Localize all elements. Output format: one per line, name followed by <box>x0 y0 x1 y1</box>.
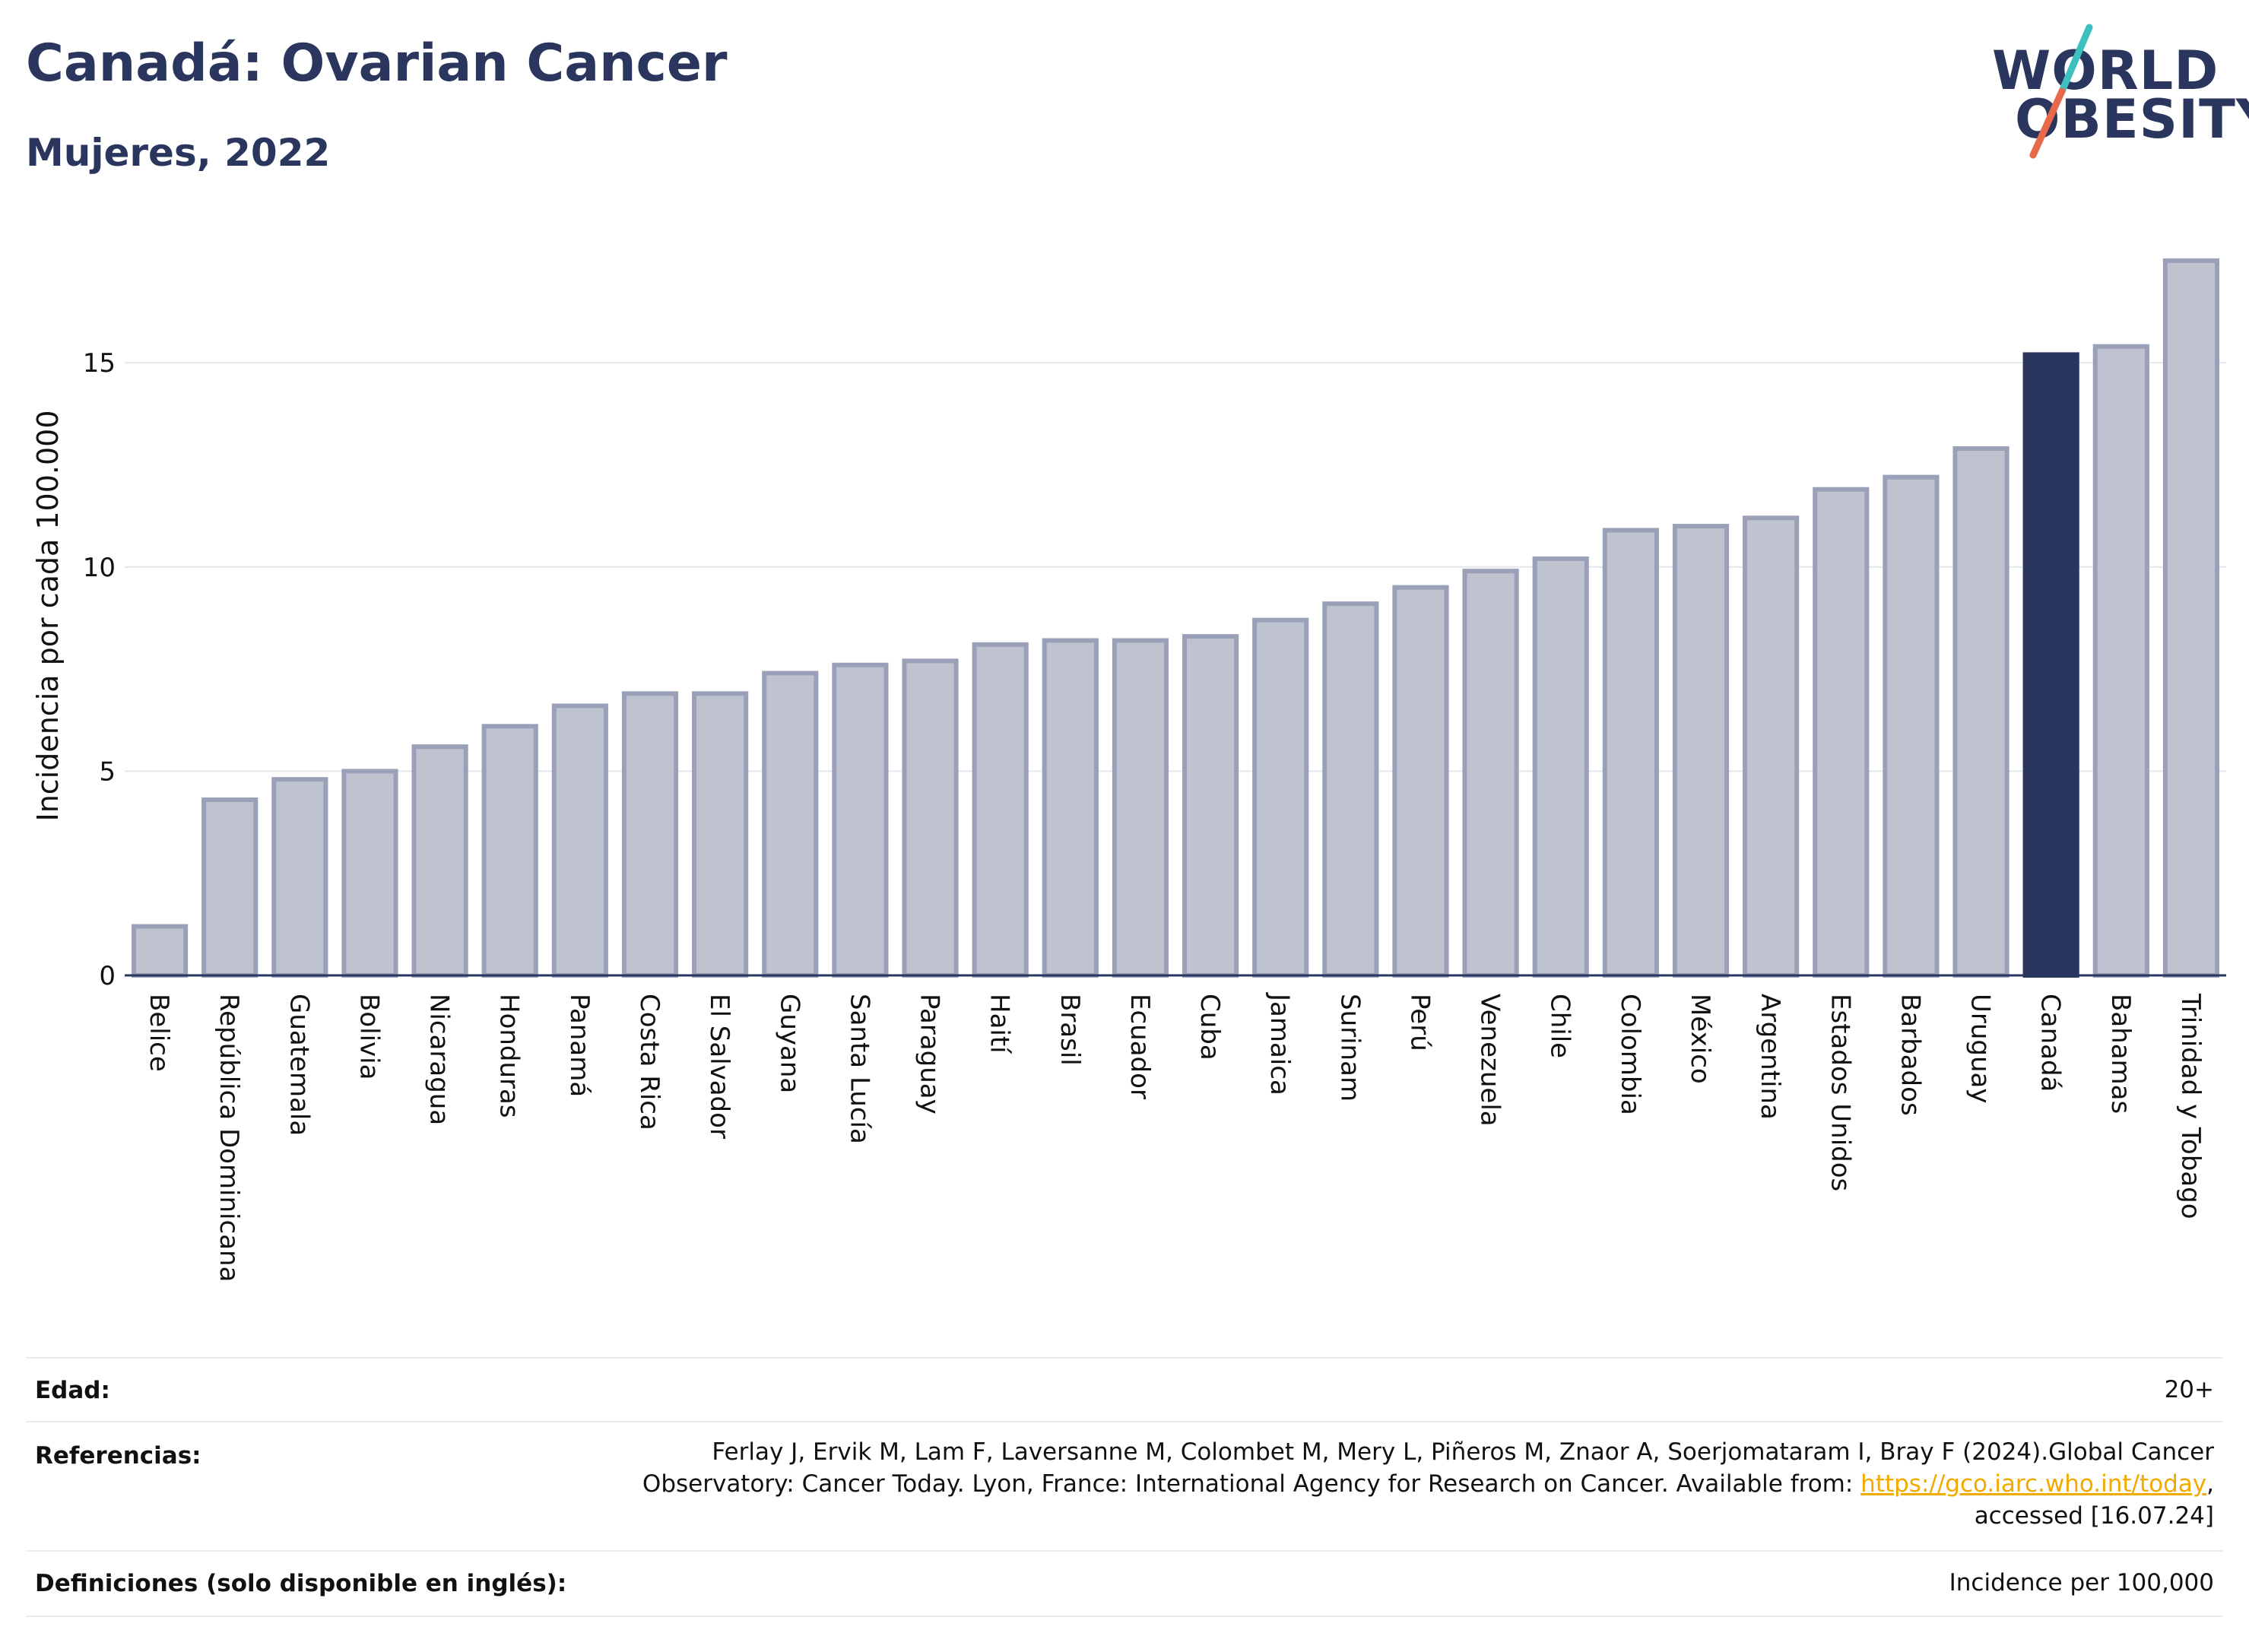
reference-line-1: Ferlay J, Ervik M, Lam F, Laversanne M, … <box>712 1438 2214 1466</box>
x-tick-label: Canadá <box>2035 994 2066 1092</box>
info-row-age: Edad: 20+ <box>26 1357 2223 1422</box>
reference-line-2-comma: , <box>2206 1470 2214 1498</box>
chart-title: Canadá: Ovarian Cancer <box>26 33 728 94</box>
world-obesity-logo[interactable]: WORLD OBESITY <box>1977 21 2249 166</box>
reference-line-2-text: Observatory: Cancer Today. Lyon, France:… <box>642 1470 1861 1498</box>
references-label: Referencias: <box>35 1442 201 1470</box>
logo-slash-icon <box>2029 24 2093 159</box>
bar-guyana[interactable] <box>762 671 819 978</box>
x-tick-label: República Dominicana <box>214 994 244 1282</box>
bar-brasil[interactable] <box>1042 638 1099 978</box>
y-tick-label: 10 <box>83 553 116 583</box>
bar-surinam[interactable] <box>1322 601 1379 978</box>
x-tick-label: Ecuador <box>1124 994 1155 1099</box>
bar-colombia[interactable] <box>1602 528 1659 978</box>
bar-guatemala[interactable] <box>271 777 328 978</box>
x-tick-label: Uruguay <box>1965 994 1996 1104</box>
bars <box>125 258 2226 978</box>
bar-belice[interactable] <box>131 924 189 978</box>
x-tick-label: Perú <box>1404 994 1435 1051</box>
x-tick-label: Honduras <box>494 994 525 1118</box>
reference-line-2: Observatory: Cancer Today. Lyon, France:… <box>541 1468 2214 1500</box>
y-tick-label: 15 <box>83 348 116 379</box>
x-tick-label: Belice <box>144 994 174 1072</box>
bar-uruguay[interactable] <box>1952 446 2010 978</box>
grid-lines <box>125 362 2226 772</box>
x-tick-label: Paraguay <box>915 994 945 1115</box>
y-tick-label: 5 <box>99 756 116 787</box>
y-axis-label: Incidencia por cada 100.000 <box>31 410 65 821</box>
bar-jamaica[interactable] <box>1252 617 1309 978</box>
bar-ecuador[interactable] <box>1112 638 1169 978</box>
x-tick-label: El Salvador <box>704 994 734 1139</box>
x-tick-label: Barbados <box>1895 994 1925 1116</box>
x-tick-label: Haití <box>985 994 1015 1054</box>
age-value: 20+ <box>2164 1376 2214 1403</box>
info-row-definitions: Definiciones (solo disponible en inglés)… <box>26 1550 2223 1617</box>
bar-venezuela[interactable] <box>1462 569 1519 978</box>
x-tick-label: Bolivia <box>354 994 384 1080</box>
bar-chile[interactable] <box>1532 556 1589 978</box>
bar-costa-rica[interactable] <box>621 691 679 978</box>
bar-república-dominicana[interactable] <box>201 797 259 978</box>
x-tick-label: Panamá <box>564 994 595 1097</box>
info-row-references: Referencias: Ferlay J, Ervik M, Lam F, L… <box>26 1421 2223 1552</box>
x-tick-label: Cuba <box>1194 994 1225 1061</box>
bar-el-salvador[interactable] <box>692 691 749 978</box>
bar-canadá[interactable] <box>2022 352 2079 978</box>
x-tick-label: Costa Rica <box>634 994 665 1130</box>
y-axis-ticks: 0 5 10 15 <box>83 348 116 991</box>
x-tick-label: Santa Lucía <box>844 994 874 1144</box>
x-tick-label: Colombia <box>1615 994 1645 1115</box>
x-tick-label: Surinam <box>1334 994 1365 1102</box>
bar-trinidad-y-tobago[interactable] <box>2162 258 2220 978</box>
reference-line-3: accessed [16.07.24] <box>1974 1502 2214 1530</box>
bar-cuba[interactable] <box>1182 634 1239 978</box>
x-tick-label: Guatemala <box>284 994 314 1136</box>
x-tick-label: Guyana <box>774 994 804 1093</box>
x-tick-label: Trinidad y Tobago <box>2175 993 2206 1219</box>
references-value: Ferlay J, Ervik M, Lam F, Laversanne M, … <box>541 1436 2214 1532</box>
bar-panamá[interactable] <box>551 703 608 978</box>
bar-bolivia[interactable] <box>341 769 398 978</box>
reference-link[interactable]: https://gco.iarc.who.int/today <box>1860 1470 2207 1498</box>
bar-estados-unidos[interactable] <box>1813 487 1870 978</box>
x-tick-label: Bahamas <box>2105 994 2136 1114</box>
chart-subtitle: Mujeres, 2022 <box>26 131 331 175</box>
x-tick-label: Brasil <box>1055 994 1085 1066</box>
logo-text-world: WORLD <box>1992 40 2219 102</box>
bar-perú[interactable] <box>1392 585 1449 978</box>
definitions-label: Definiciones (solo disponible en inglés)… <box>35 1570 567 1597</box>
x-tick-label: Argentina <box>1755 994 1785 1120</box>
x-tick-label: Nicaragua <box>424 994 455 1125</box>
y-tick-label: 0 <box>99 961 116 991</box>
bar-haití[interactable] <box>972 642 1029 978</box>
bar-nicaragua[interactable] <box>411 744 468 978</box>
x-tick-label: México <box>1685 994 1715 1084</box>
bar-chart: 0 5 10 15 Belice República Dominicana Guatema… <box>31 258 2226 1282</box>
bar-paraguay[interactable] <box>902 658 959 978</box>
x-tick-label: Venezuela <box>1475 994 1505 1127</box>
definitions-value: Incidence per 100,000 <box>1949 1569 2214 1597</box>
bar-santa-lucía[interactable] <box>832 662 889 978</box>
bar-argentina[interactable] <box>1743 515 1800 978</box>
bar-barbados[interactable] <box>1883 474 1940 978</box>
x-tick-label: Chile <box>1545 994 1575 1058</box>
bar-honduras[interactable] <box>481 724 538 978</box>
x-tick-label: Estados Unidos <box>1825 994 1855 1191</box>
age-label: Edad: <box>35 1377 110 1404</box>
x-axis-ticks: Belice República Dominicana Guatemala Boliv… <box>144 992 2206 1282</box>
bar-bahamas[interactable] <box>2092 344 2149 978</box>
x-tick-label: Jamaica <box>1264 992 1295 1096</box>
bar-méxico[interactable] <box>1672 524 1730 978</box>
